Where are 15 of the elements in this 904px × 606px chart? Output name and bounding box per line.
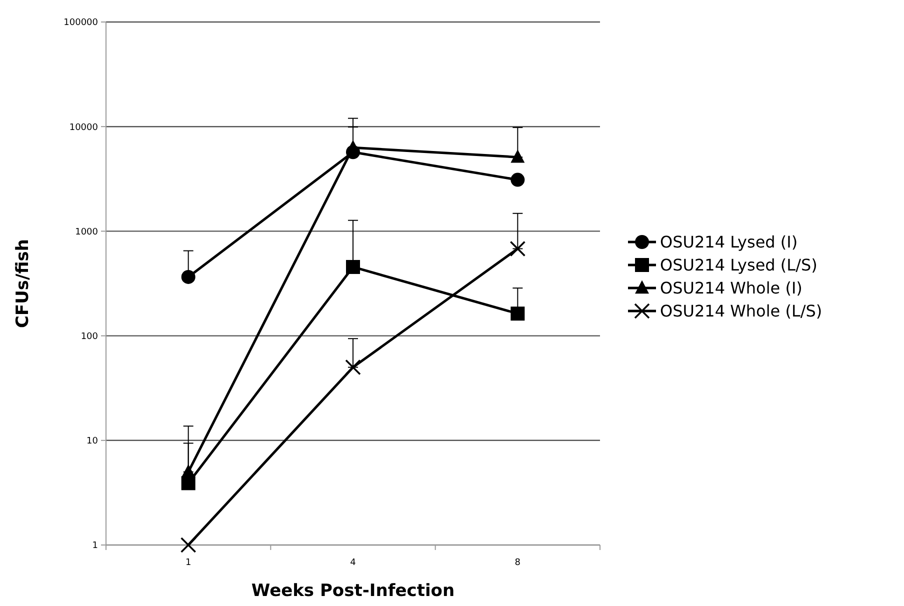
legend-label: OSU214 Lysed (L/S) bbox=[660, 256, 818, 275]
x-tick-label: 1 bbox=[185, 558, 192, 568]
x-tick-label: 8 bbox=[514, 558, 521, 568]
y-axis-title: CFUs/fish bbox=[13, 238, 33, 328]
legend-label: OSU214 Whole (I) bbox=[660, 278, 802, 298]
y-tick-label: 10000 bbox=[69, 122, 98, 133]
legend-label: OSU214 Whole (L/S) bbox=[660, 302, 822, 321]
y-tick-label: 100 bbox=[80, 332, 98, 342]
y-tick-label: 1 bbox=[92, 541, 98, 552]
y-tick-label: 1000 bbox=[75, 227, 98, 238]
y-tick-label: 100000 bbox=[64, 18, 98, 28]
x-axis-title: Weeks Post-Infection bbox=[251, 581, 455, 601]
x-tick-label: 4 bbox=[350, 558, 356, 568]
y-tick-label: 10 bbox=[86, 436, 98, 447]
legend-label: OSU214 Lysed (I) bbox=[660, 232, 798, 252]
